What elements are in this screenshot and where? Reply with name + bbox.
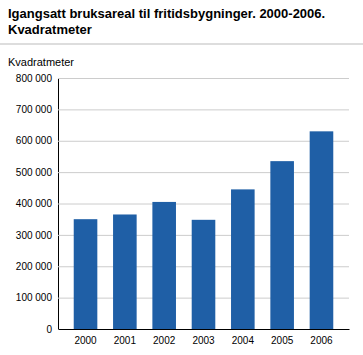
x-tick-label: 2001 — [114, 335, 137, 346]
bar — [74, 219, 98, 329]
bar — [231, 189, 255, 329]
y-tick-label: 0 — [46, 324, 52, 335]
x-tick-label: 2002 — [153, 335, 176, 346]
x-tick-label: 2003 — [192, 335, 215, 346]
y-tick: 600 000 — [16, 135, 349, 146]
y-tick: 100 000 — [16, 292, 349, 303]
grid-line — [58, 329, 349, 330]
y-tick-label: 700 000 — [16, 104, 53, 115]
x-tick: 2002 — [153, 329, 176, 346]
x-axis-line — [59, 329, 350, 330]
y-tick-label: 100 000 — [16, 292, 53, 303]
y-tick-label: 600 000 — [16, 135, 53, 146]
x-tick-label: 2005 — [271, 335, 294, 346]
grid-line — [58, 172, 349, 173]
x-tick: 2003 — [192, 329, 215, 346]
y-tick: 300 000 — [16, 230, 349, 241]
grid-line — [58, 109, 349, 110]
x-tick-label: 2004 — [232, 335, 255, 346]
x-tick: 2005 — [271, 329, 294, 346]
y-tick-label: 800 000 — [16, 73, 53, 84]
x-axis: 2000 2001 2002 2003 2004 2005 2006 — [59, 329, 350, 346]
y-axis-label: Kvadratmeter — [8, 56, 74, 68]
y-tick-label: 500 000 — [16, 167, 53, 178]
title-line: Igangsatt bruksareal til fritidsbygninge… — [8, 6, 325, 21]
plot: 0 100 000 200 000 300 000 400 000 500 000 600 … — [16, 73, 350, 346]
bar — [113, 214, 137, 329]
grid-line — [58, 141, 349, 142]
y-tick-label: 400 000 — [16, 198, 53, 209]
title: Igangsatt bruksareal til fritidsbygninge… — [8, 6, 325, 21]
y-tick: 200 000 — [16, 261, 349, 272]
y-tick: 400 000 — [16, 198, 349, 209]
x-tick-label: 2006 — [310, 335, 333, 346]
y-axis: 0 100 000 200 000 300 000 400 000 500 000 600 … — [16, 73, 349, 335]
grid-line — [58, 204, 349, 205]
chart: Igangsatt bruksareal til fritidsbygninge… — [0, 0, 363, 355]
bar — [152, 202, 176, 329]
y-tick-label: 300 000 — [16, 230, 53, 241]
subtitle: Kvadratmeter — [8, 22, 92, 37]
x-tick: 2000 — [74, 329, 97, 346]
bar — [310, 131, 334, 329]
separator — [0, 44, 363, 45]
bar — [192, 220, 216, 329]
bar — [270, 161, 294, 329]
x-tick-label: 2000 — [74, 335, 97, 346]
grid-line — [58, 78, 349, 79]
y-tick: 800 000 — [16, 73, 349, 84]
x-tick: 2006 — [310, 329, 333, 346]
x-tick: 2001 — [114, 329, 137, 346]
y-tick: 700 000 — [16, 104, 349, 115]
y-tick: 500 000 — [16, 167, 349, 178]
y-tick-label: 200 000 — [16, 261, 53, 272]
x-tick: 2004 — [232, 329, 255, 346]
bars — [74, 131, 334, 329]
